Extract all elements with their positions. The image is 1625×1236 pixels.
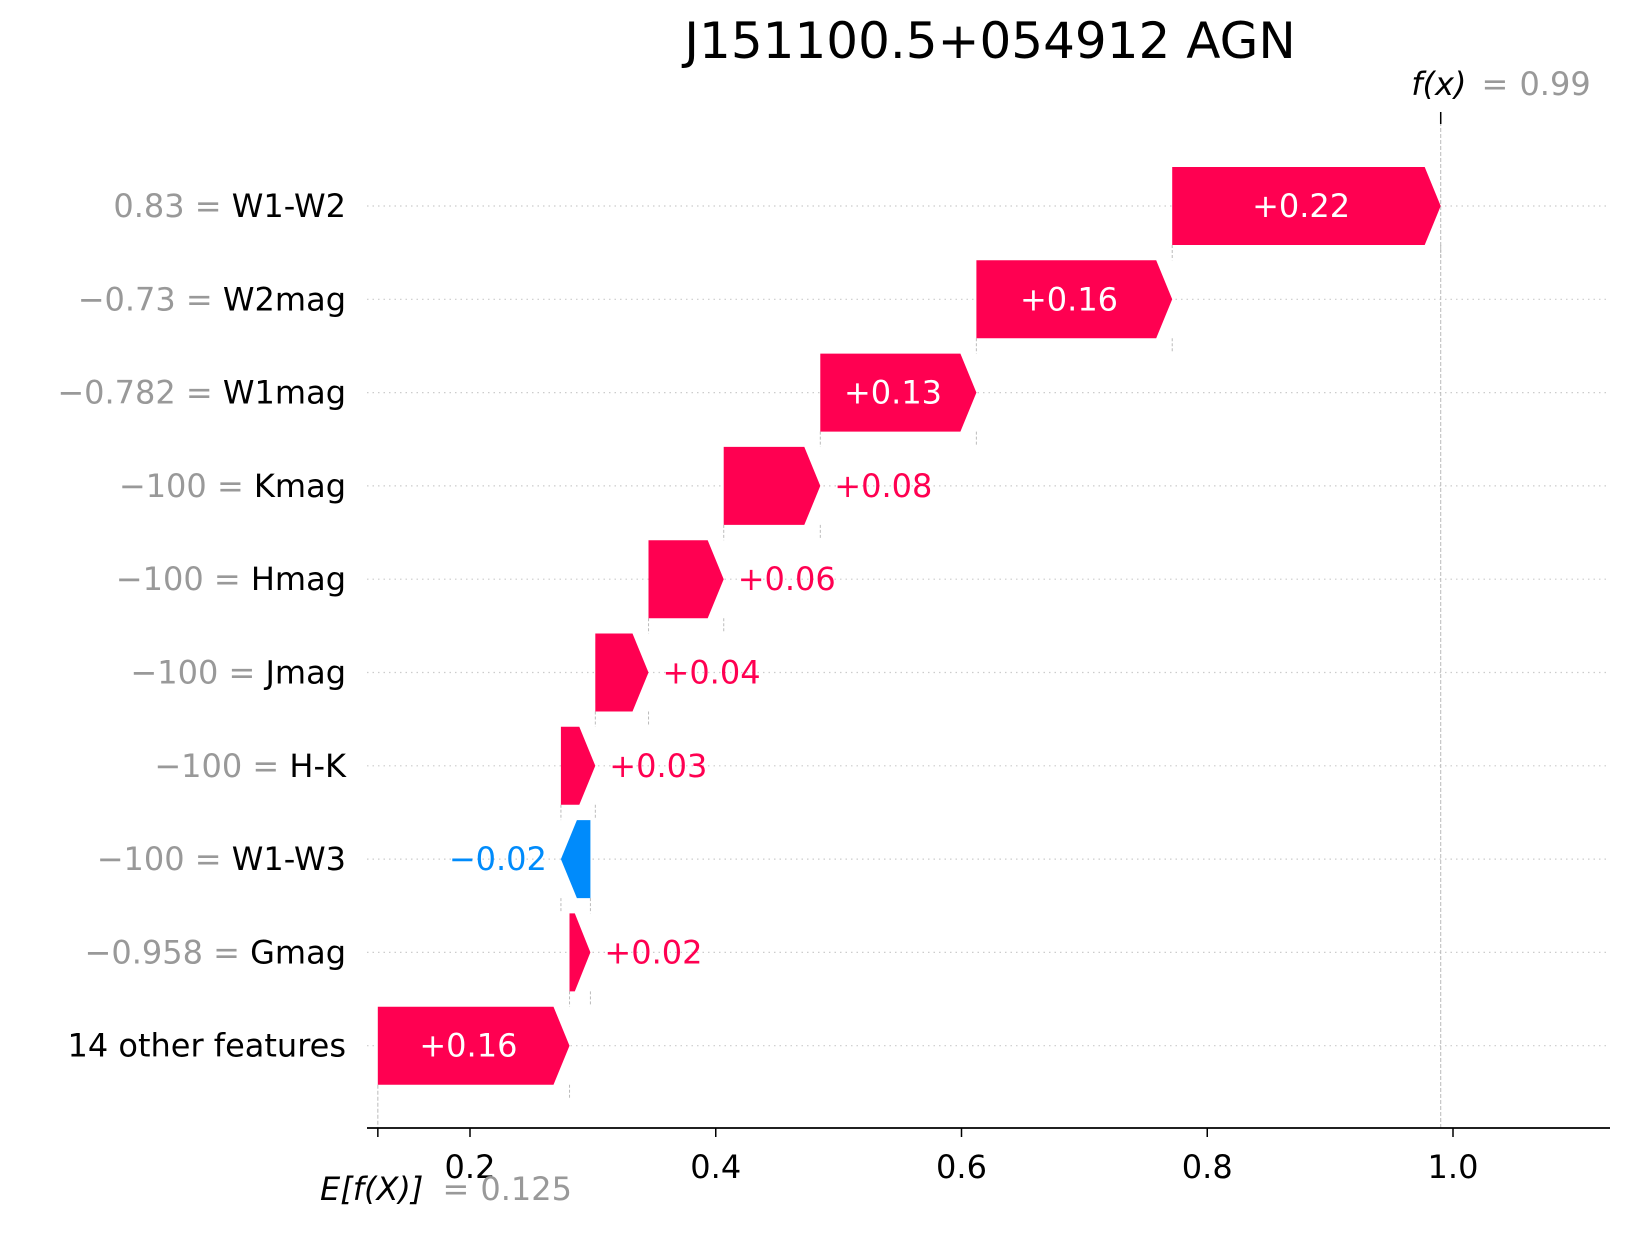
output-value: 0.99 [1519,65,1590,103]
contribution-label: −0.02 [449,840,547,878]
contribution-label: +0.08 [834,467,932,505]
feature-value: −100 = [119,467,254,505]
connector-lines [377,122,1442,1128]
feature-label: −100 = Kmag [119,467,346,505]
contribution-bar [820,353,977,432]
contribution-bar [560,726,596,805]
base-annotation: E[f(X)] = 0.125 [320,1170,572,1208]
feature-label: −100 = Hmag [116,560,346,598]
x-tick-label: 0.4 [690,1148,741,1186]
feature-label: −0.73 = W2mag [78,280,346,318]
feature-name: 14 other features [67,1027,346,1065]
feature-name: W1mag [223,374,346,412]
contribution-label: +0.16 [419,1027,517,1065]
base-label: E[f(X)] [320,1170,423,1208]
contribution-bar [976,260,1173,339]
feature-name: W1-W3 [232,840,346,878]
base-value-annotation: E[f(X)] = 0.125 [320,1170,572,1208]
contribution-label: +0.16 [1020,280,1118,318]
feature-label: 0.83 = W1-W2 [113,187,346,225]
contribution-bar [648,540,724,619]
output-equals: = [1482,65,1509,103]
output-label: f(x) [1411,65,1466,103]
feature-value: 0.83 = [113,187,231,225]
feature-name: Jmag [263,654,346,692]
feature-label: 14 other features [67,1027,346,1065]
contribution-bar [723,446,821,525]
feature-label: −100 = H-K [154,747,347,785]
contribution-bar [569,913,591,992]
feature-name: Kmag [254,467,346,505]
contribution-label: +0.22 [1252,187,1350,225]
feature-value: −100 = [97,840,232,878]
base-value: 0.125 [480,1170,572,1208]
feature-value: −100 = [130,654,265,692]
contribution-label: +0.02 [604,933,702,971]
chart-title: J151100.5+054912 AGN [681,12,1295,70]
x-tick-label: 0.2 [445,1148,496,1186]
feature-value: −100 = [154,747,289,785]
feature-label: −100 = W1-W3 [97,840,346,878]
feature-name: W1-W2 [232,187,346,225]
feature-value: −0.73 = [78,280,223,318]
contribution-bar [560,820,591,899]
x-tick-label: 0.6 [936,1148,987,1186]
contribution-label: +0.03 [609,747,707,785]
contribution-label: +0.04 [663,654,761,692]
feature-label: −0.958 = Gmag [85,933,346,971]
contribution-label: +0.06 [738,560,836,598]
feature-name: Hmag [251,560,346,598]
feature-value: −0.958 = [85,933,251,971]
contribution-bar [1172,167,1441,245]
contribution-bar [595,633,649,712]
feature-value: −100 = [116,560,251,598]
x-tick-label: 1.0 [1428,1148,1479,1186]
feature-name: W2mag [223,280,346,318]
feature-labels: 0.83 = W1-W2−0.73 = W2mag−0.782 = W1mag−… [57,187,347,1065]
feature-value: −0.782 = [57,374,223,412]
feature-name: Gmag [250,933,346,971]
x-axis: 0.2 0.4 0.6 0.8 1.0 [367,1127,1610,1186]
output-annotation: f(x) = 0.99 [1411,65,1591,124]
base-equals: = [442,1170,469,1208]
contribution-bar [377,1006,570,1085]
contribution-label: +0.13 [844,374,942,412]
feature-label: −0.782 = W1mag [57,374,346,412]
feature-label: −100 = Jmag [130,654,346,692]
contribution-bars: +0.22 +0.16 +0.13 +0.08 +0.06 +0.04 +0.03 −0.02… [377,167,1441,1085]
feature-name: H-K [289,747,347,785]
x-tick-label: 0.8 [1182,1148,1233,1186]
output-value-annotation: f(x) = 0.99 [1411,65,1590,103]
